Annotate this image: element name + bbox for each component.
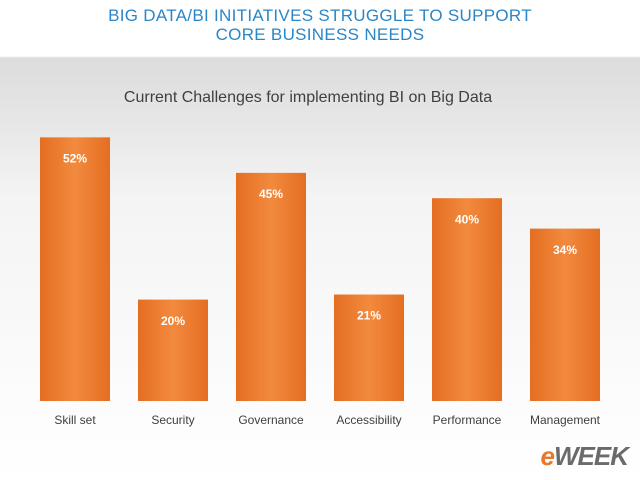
x-tick-label: Skill set — [54, 413, 96, 427]
value-label: 20% — [161, 314, 185, 328]
slide-title-line: CORE BUSINESS NEEDS — [215, 25, 425, 44]
value-label: 52% — [63, 152, 87, 166]
value-label: 34% — [553, 243, 577, 257]
bar — [40, 137, 110, 402]
bar — [138, 299, 208, 401]
x-tick-label: Governance — [238, 413, 304, 427]
x-tick-label: Accessibility — [336, 413, 401, 427]
value-label: 45% — [259, 187, 283, 201]
chart-title: Current Challenges for implementing BI o… — [124, 89, 492, 106]
x-tick-label: Performance — [433, 413, 502, 427]
slide-title: BIG DATA/BI INITIATIVES STRUGGLE TO SUPP… — [0, 6, 640, 44]
value-label: 21% — [357, 309, 381, 323]
x-tick-label: Management — [530, 413, 601, 427]
value-label: 40% — [455, 212, 479, 226]
x-tick-label: Security — [151, 413, 194, 427]
slide-title-line: BIG DATA/BI INITIATIVES STRUGGLE TO SUPP… — [108, 6, 532, 25]
bar — [236, 172, 306, 401]
logo: eWEEK — [540, 441, 629, 471]
bar — [530, 228, 600, 401]
bar — [432, 198, 502, 401]
bar — [334, 294, 404, 401]
